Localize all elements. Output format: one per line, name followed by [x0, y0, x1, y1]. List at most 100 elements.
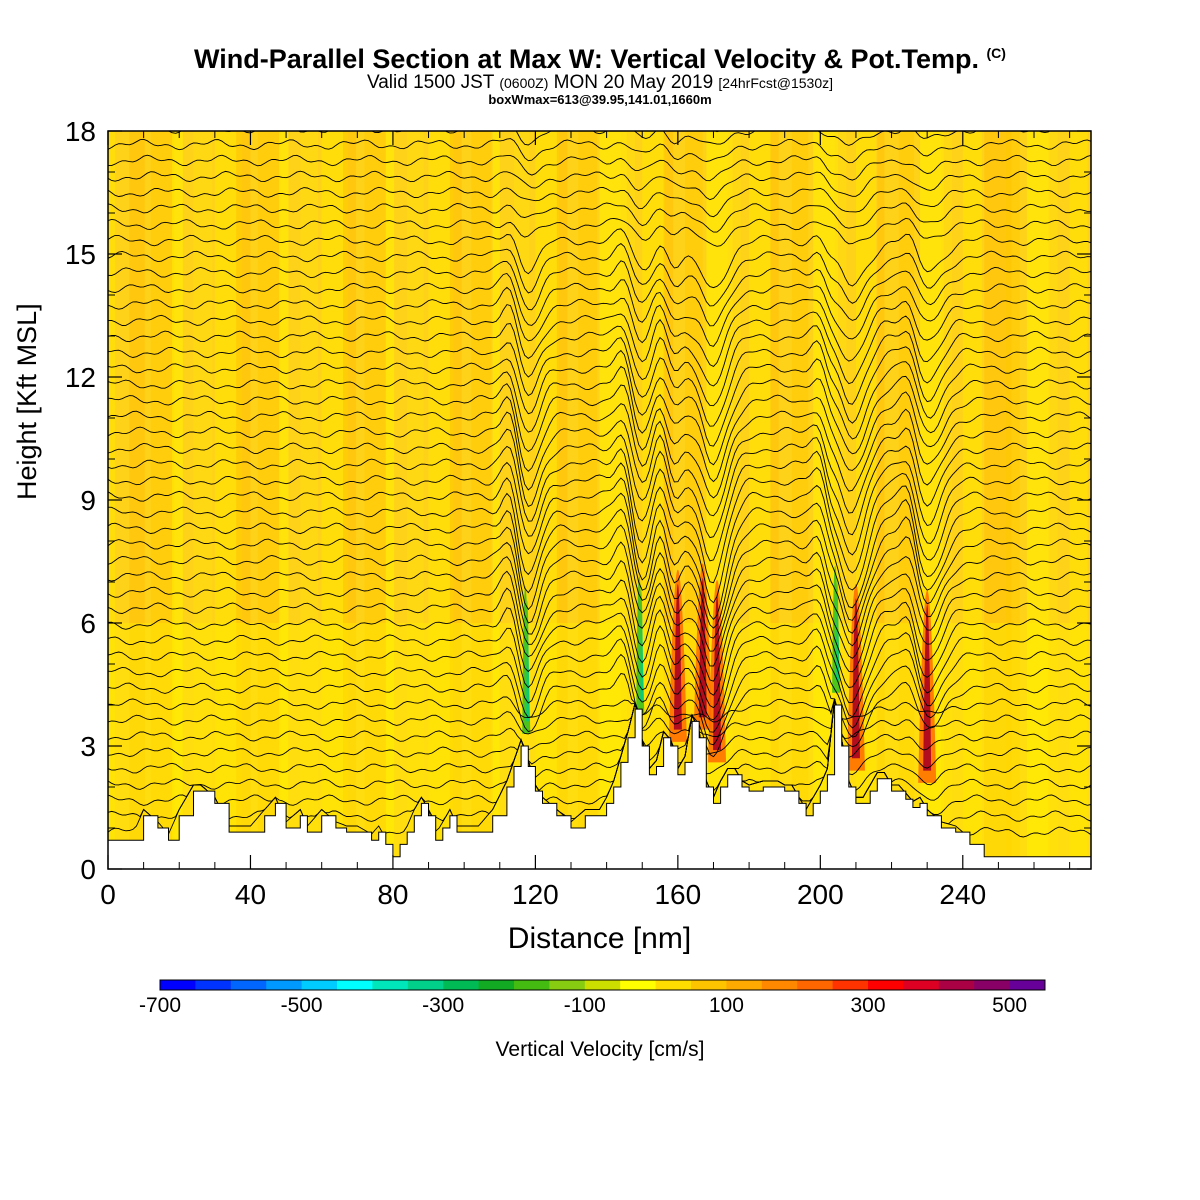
colorbar-swatch [514, 980, 550, 990]
field-streak [257, 131, 281, 869]
theta-contour [108, 477, 1091, 604]
colorbar-swatch [372, 980, 409, 990]
updraft-core-center [851, 598, 860, 759]
theta-contours [108, 131, 1091, 838]
theta-contour [108, 698, 1091, 739]
theta-contour [108, 696, 1091, 723]
theta-contour [108, 337, 1091, 427]
theta-contour [108, 492, 1091, 621]
colorbar-swatch [407, 980, 444, 990]
field-streak [535, 131, 560, 869]
theta-contour [108, 672, 1091, 758]
colorbar-title: Vertical Velocity [cm/s] [495, 1038, 705, 1061]
colorbar-swatch [1009, 980, 1046, 990]
theta-contour [108, 607, 1091, 709]
colorbar-swatch [868, 980, 904, 990]
colorbar-swatch [938, 980, 975, 990]
theta-contour [108, 217, 1091, 247]
theta-contour [108, 260, 1091, 327]
colorbar-swatch [266, 980, 303, 990]
colorbar-tick-label: 100 [709, 994, 744, 1017]
x-axis: 0 40 80 120 160 200 240 [100, 131, 1071, 910]
y-tick-label: 6 [80, 608, 96, 639]
colorbar-tick-label: -500 [281, 994, 323, 1017]
copyright-mark: (C) [986, 45, 1006, 61]
theta-contour [108, 323, 1091, 407]
x-tick-label: 200 [797, 879, 844, 910]
colorbar-swatch [761, 980, 798, 990]
field-streak [172, 131, 183, 869]
theta-contour [108, 556, 1091, 667]
field-streak [449, 131, 462, 869]
colorbar-swatch [797, 980, 834, 990]
field-streak [749, 131, 771, 869]
updraft-core-center [673, 584, 682, 730]
field-streak [150, 131, 175, 869]
x-axis-label: Distance [nm] [507, 922, 692, 955]
theta-contour [108, 461, 1091, 584]
theta-contour [108, 154, 1091, 182]
colorbar-swatch [726, 980, 763, 990]
theta-contour [108, 570, 1091, 682]
y-tick-label: 0 [80, 854, 96, 885]
colorbar-swatch [584, 980, 621, 990]
valid-utc: (0600Z) [499, 75, 549, 91]
valid-date: MON 20 May 2019 [553, 72, 714, 93]
x-tick-label: 240 [939, 879, 986, 910]
colorbar-swatch [160, 980, 196, 990]
y-tick-label: 15 [65, 239, 96, 270]
field-streak [877, 131, 885, 869]
theta-contour [108, 524, 1091, 639]
theta-contour [108, 304, 1091, 387]
field-streak [578, 131, 598, 869]
box-info: boxWmax=613@39.95,141.01,1660m [488, 92, 712, 107]
theta-contour [108, 428, 1091, 539]
theta-contour [108, 698, 1091, 758]
updraft-core-center [923, 604, 932, 771]
colorbar-swatch [478, 980, 515, 990]
theta-contour [108, 698, 1091, 776]
x-tick-label: 120 [512, 879, 559, 910]
colorbar: -700 -500 -300 -100 100 300 500 [139, 979, 1046, 1017]
y-tick-label: 12 [65, 362, 96, 393]
theta-contour [108, 587, 1091, 696]
colorbar-swatch [549, 980, 586, 990]
field-streak [770, 131, 779, 869]
colorbar-tick-label: 300 [850, 994, 885, 1017]
x-tick-label: 40 [235, 879, 266, 910]
theta-contour [108, 202, 1091, 233]
theta-contour [108, 186, 1091, 218]
colorbar-swatch [903, 980, 940, 990]
theta-contour [108, 349, 1091, 447]
field-streak [300, 131, 319, 869]
y-axis: 0 3 6 9 12 15 18 [65, 116, 1091, 885]
colorbar-tick-label: -700 [139, 994, 181, 1017]
y-tick-label: 9 [80, 485, 96, 516]
theta-contour [108, 243, 1091, 307]
x-tick-label: 0 [100, 879, 116, 910]
colorbar-frame [159, 979, 1046, 991]
theta-contour [108, 625, 1091, 721]
y-tick-label: 3 [80, 731, 96, 762]
field-streak [428, 131, 454, 869]
theta-contour [108, 272, 1091, 347]
field-streak [1005, 131, 1020, 869]
colorbar-swatch [655, 980, 692, 990]
theta-contour [713, 131, 721, 133]
y-tick-label: 18 [65, 116, 96, 147]
chart-subtitle: Valid 1500 JST (0600Z) MON 20 May 2019 [… [0, 72, 1200, 94]
x-tick-label: 160 [654, 879, 701, 910]
forecast-tag: [24hrFcst@1530z] [718, 75, 834, 91]
colorbar-swatch [620, 980, 657, 990]
field-streak [791, 131, 809, 869]
theta-contour [108, 541, 1091, 652]
valid-time: Valid 1500 JST [366, 72, 495, 93]
chart-title: Wind-Parallel Section at Max W: Vertical… [194, 44, 1006, 74]
colorbar-swatch [443, 980, 480, 990]
theta-contour [108, 698, 1091, 792]
theta-contour [108, 508, 1091, 629]
theta-contour [108, 396, 1091, 499]
colorbar-tick-label: -300 [422, 994, 464, 1017]
theta-contour [108, 698, 1091, 801]
